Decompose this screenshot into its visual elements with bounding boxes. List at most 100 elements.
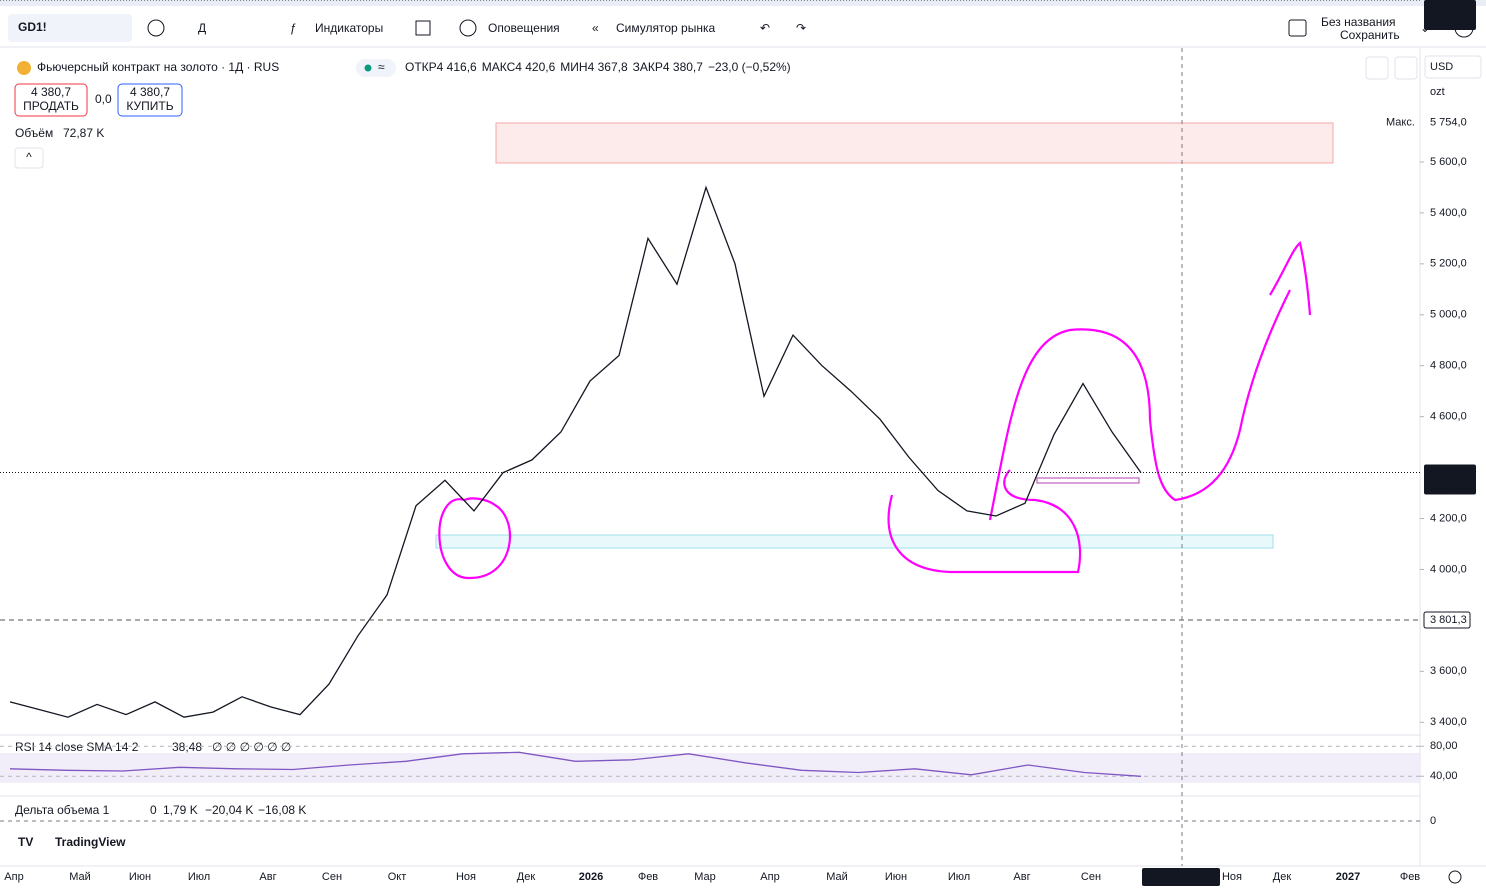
sell[interactable]: ПРОДАТЬ: [23, 99, 79, 113]
x-tick-label: 2026: [579, 871, 603, 883]
delta-value: 1,79 K: [163, 803, 198, 817]
status: [356, 59, 396, 77]
replay[interactable]: Симулятор рынка: [616, 21, 715, 35]
sell-button[interactable]: [14, 83, 88, 117]
label: ЗАКР: [633, 60, 663, 74]
rsi-line: [9, 751, 1142, 777]
y-tick-label: 4 200,0: [1430, 512, 1467, 524]
hand-arrow: [988, 289, 1291, 521]
hand-arrow-head: [1269, 240, 1312, 316]
currency[interactable]: USD: [1430, 61, 1453, 73]
delta-value: −20,04 K: [205, 803, 253, 817]
redo[interactable]: ↷: [796, 21, 806, 35]
x-tick-label: Фев: [638, 871, 658, 883]
layout-box[interactable]: [1288, 19, 1307, 37]
x-tick-label: Апр: [4, 871, 23, 883]
y-tick-label: 3 600,0: [1430, 665, 1467, 677]
symbol-box[interactable]: [8, 14, 132, 42]
add-icon[interactable]: [147, 19, 165, 37]
y-tick-label: 5 200,0: [1430, 258, 1467, 270]
y-tick-label: 3 400,0: [1430, 716, 1467, 728]
hand-circle: [438, 497, 512, 580]
zone-highlight: [495, 122, 1334, 164]
sell-price[interactable]: 4 380,7: [31, 85, 71, 99]
settings[interactable]: [1448, 870, 1462, 884]
delta-title: Дельта объема 1: [15, 803, 110, 817]
logo-mark: TV: [18, 835, 33, 849]
label: МАКС: [482, 60, 516, 74]
rsi-extra: ∅ ∅ ∅ ∅ ∅ ∅: [212, 740, 291, 754]
buy-price[interactable]: 4 380,7: [130, 85, 170, 99]
zone-highlight: [435, 534, 1274, 549]
collapse[interactable]: [14, 147, 44, 169]
y-tick-label: 4 000,0: [1430, 563, 1467, 575]
button[interactable]: [1365, 56, 1389, 80]
top-strip: [0, 0, 1486, 6]
status-icon: ≈: [378, 60, 385, 74]
currency-box[interactable]: [1424, 55, 1482, 79]
spread: 0,0: [95, 92, 112, 106]
symbol[interactable]: GD1!: [18, 20, 47, 34]
x-tick-label: Фев: [1400, 871, 1420, 883]
unit[interactable]: ozt: [1430, 86, 1445, 98]
rsi-title: RSI 14 close SMA 14 2: [15, 740, 139, 754]
x-tick-label: Сен: [322, 871, 342, 883]
y-tick-label: 4 800,0: [1430, 360, 1467, 372]
crosshair-label: вт 13 Окт '26: [1147, 871, 1215, 883]
countdown: 08:54:03: [1430, 480, 1473, 492]
x-tick-label: Ноя: [456, 871, 476, 883]
last-price: 4 380,7: [1430, 0, 1467, 6]
buy-button[interactable]: [117, 83, 183, 117]
gold-icon: [17, 61, 31, 75]
alerts[interactable]: Оповещения: [488, 21, 560, 35]
x-tick-label: Дек: [1273, 871, 1292, 883]
buy[interactable]: КУПИТЬ: [126, 99, 173, 113]
x-tick-label: Дек: [517, 871, 536, 883]
drawings: [438, 240, 1312, 580]
value: 4 367,8: [588, 60, 628, 74]
x-tick-label: Июл: [188, 871, 210, 883]
value: 4 416,6: [437, 60, 477, 74]
crosshair-box: [1142, 868, 1220, 886]
max-label: Макс.: [1386, 117, 1415, 129]
hand-circle: [887, 469, 1082, 574]
x-tick-label: Окт: [388, 871, 407, 883]
volume: 72,87 K: [63, 126, 104, 140]
y-tick-label: 4 600,0: [1430, 411, 1467, 423]
status-dot: [364, 64, 372, 72]
alert-icon[interactable]: [459, 19, 477, 37]
price-line: [9, 185, 1142, 718]
volume-label: Объём: [15, 126, 53, 140]
indicators-icon[interactable]: ƒ: [290, 21, 297, 35]
change: −23,0 (−0,52%): [708, 60, 791, 74]
delta-axis: 0: [1430, 815, 1436, 827]
value: 4 380,7: [663, 60, 703, 74]
last-price: 4 380,7: [1430, 466, 1467, 478]
indicators[interactable]: Индикаторы: [315, 21, 383, 35]
interval[interactable]: Д: [198, 21, 206, 35]
y-tick-label: 5 400,0: [1430, 207, 1467, 219]
undo[interactable]: ↶: [760, 21, 770, 35]
ohlc: ОТКР4 416,6 МАКС4 420,6 МИН4 367,8 ЗАКР4 38…: [405, 60, 791, 74]
delta-value: −16,08 K: [258, 803, 306, 817]
collapse-icon[interactable]: ^: [26, 150, 32, 164]
layout-name[interactable]: Без названия: [1321, 15, 1396, 29]
x-tick-label: Мар: [694, 871, 716, 883]
brand: TradingView: [55, 835, 126, 849]
countdown: 08:54:03: [1430, 0, 1473, 6]
label: МИН: [560, 60, 587, 74]
button[interactable]: [1394, 56, 1418, 80]
y-tick-label: 5 000,0: [1430, 309, 1467, 321]
x-tick-label: Июн: [129, 871, 151, 883]
x-tick-label: Ноя: [1222, 871, 1242, 883]
label: ОТКР: [405, 60, 437, 74]
last-price-box: [1424, 464, 1476, 495]
replay-icon[interactable]: «: [592, 21, 599, 35]
x-tick-label: Апр: [760, 871, 779, 883]
rsi-value: 38,48: [172, 740, 202, 754]
layout-icon[interactable]: [415, 20, 431, 36]
value: 4 420,6: [515, 60, 555, 74]
x-tick-label: Сен: [1081, 871, 1101, 883]
max-value: 5 754,0: [1430, 117, 1467, 129]
